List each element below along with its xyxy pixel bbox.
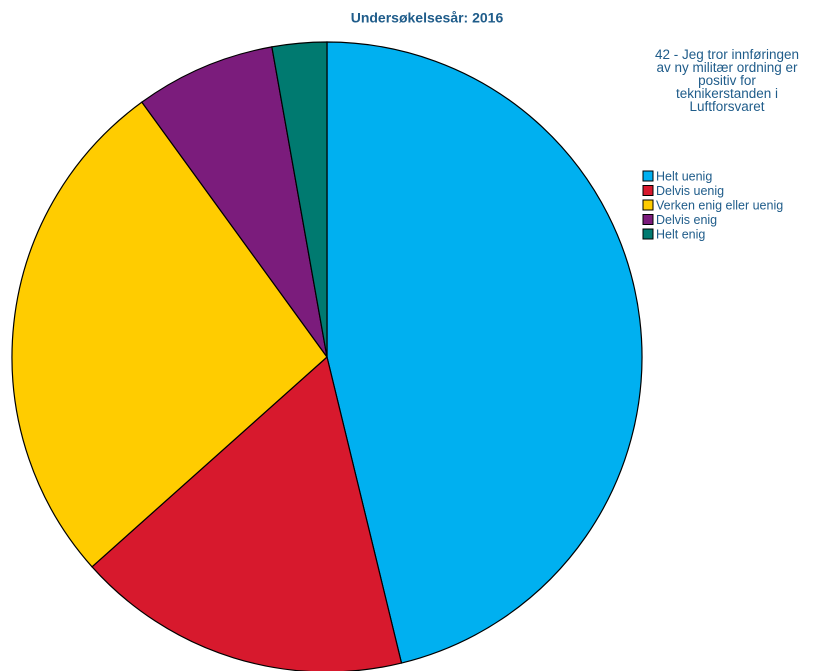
- legend-title: 42 - Jeg tror innføringen av ny militær …: [654, 47, 800, 114]
- pie-slice: [326, 41, 643, 664]
- pie-slice: [271, 41, 328, 358]
- legend-label: Helt enig: [656, 227, 705, 241]
- legend-swatch: [642, 185, 654, 196]
- pie-slice: [91, 355, 403, 671]
- pie-slice: [11, 101, 328, 568]
- legend-swatch: [642, 214, 654, 225]
- legend-label: Verken enig eller uenig: [656, 198, 783, 212]
- legend-swatch: [642, 170, 654, 182]
- legend-label: Helt uenig: [656, 169, 712, 183]
- legend-label: Delvis uenig: [656, 184, 724, 198]
- pie-slice: [141, 46, 328, 358]
- legend-label: Delvis enig: [656, 213, 717, 227]
- chart-title: Undersøkelsesår: 2016: [351, 10, 504, 26]
- legend-swatch: [642, 199, 654, 211]
- legend-swatch: [642, 228, 654, 240]
